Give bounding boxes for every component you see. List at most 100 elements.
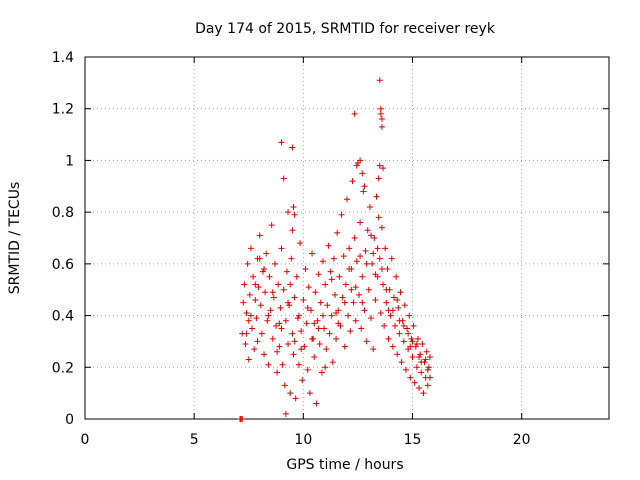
data-point (275, 281, 282, 288)
data-point (269, 289, 276, 296)
data-point (253, 315, 260, 322)
data-point (291, 211, 298, 218)
data-point (256, 255, 263, 262)
data-point (276, 320, 283, 327)
data-point (361, 307, 368, 314)
data-point (326, 330, 333, 337)
data-point (274, 369, 281, 376)
data-point (416, 384, 423, 391)
data-point (341, 299, 348, 306)
data-point (306, 390, 313, 397)
data-point (375, 214, 382, 221)
data-point (290, 203, 297, 210)
data-point (271, 260, 278, 267)
data-point (346, 245, 353, 252)
y-tick-label: 1.2 (52, 102, 74, 118)
x-tick-label: 20 (513, 432, 531, 448)
data-point (382, 245, 389, 252)
data-point (423, 348, 430, 355)
data-point (378, 123, 385, 130)
data-point (333, 335, 340, 342)
data-point (283, 268, 290, 275)
data-point (262, 289, 269, 296)
data-point (398, 359, 405, 366)
data-point (353, 258, 360, 265)
data-point (329, 359, 336, 366)
data-point (365, 286, 372, 293)
data-point (286, 302, 293, 309)
data-point (342, 281, 349, 288)
data-point (309, 250, 316, 257)
data-point (241, 281, 248, 288)
data-point (385, 335, 392, 342)
data-point (240, 299, 247, 306)
data-point (298, 346, 305, 353)
data-point (408, 335, 415, 342)
data-point (348, 286, 355, 293)
data-point (353, 162, 360, 169)
y-tick-label: 0.2 (52, 360, 74, 376)
data-point (372, 297, 379, 304)
data-point (363, 260, 370, 267)
data-point (278, 245, 285, 252)
data-point (424, 382, 431, 389)
y-tick-label: 0.6 (52, 257, 74, 273)
data-point (359, 299, 366, 306)
data-point (249, 325, 256, 332)
data-point (302, 266, 309, 273)
tick-labels: 0 5 10 15 20 0 0.2 0.4 0.6 0.8 1 1.2 1.4 (52, 50, 531, 448)
data-point (412, 343, 419, 350)
data-point (402, 366, 409, 373)
data-point (425, 364, 432, 371)
data-point (400, 338, 407, 345)
data-point (417, 351, 424, 358)
data-point (369, 260, 376, 267)
data-point (267, 307, 274, 314)
data-point (319, 258, 326, 265)
data-point (378, 224, 385, 231)
data-point (358, 325, 365, 332)
plot-frame (84, 56, 610, 420)
data-point (245, 356, 252, 363)
data-point (258, 330, 265, 337)
data-point (261, 351, 268, 358)
data-point (390, 294, 397, 301)
data-point (375, 175, 382, 182)
data-point (416, 353, 423, 360)
data-point (336, 273, 343, 280)
data-point (411, 379, 418, 386)
data-point (285, 209, 292, 216)
data-point (268, 222, 275, 229)
data-point (330, 255, 337, 262)
data-point (378, 266, 385, 273)
data-point (356, 291, 363, 298)
data-point (420, 390, 427, 397)
grid-lines (85, 57, 609, 419)
data-point (316, 341, 323, 348)
axis-ticks (84, 56, 609, 420)
data-point (368, 232, 375, 239)
data-point (363, 338, 370, 345)
data-point (245, 317, 252, 324)
data-point (366, 203, 373, 210)
data-point (300, 297, 307, 304)
data-point (344, 196, 350, 203)
data-point (266, 273, 273, 280)
y-tick-label: 1 (65, 153, 74, 169)
data-point (278, 325, 285, 332)
data-point (247, 312, 254, 319)
data-point (387, 312, 394, 319)
data-point (383, 286, 390, 293)
data-point (422, 356, 429, 363)
data-point (409, 338, 416, 345)
data-point (265, 361, 272, 368)
data-point (338, 211, 345, 218)
data-point (309, 335, 316, 342)
data-point (357, 253, 364, 260)
data-point (265, 312, 272, 319)
data-point (418, 359, 425, 366)
data-point (378, 116, 385, 123)
data-point (377, 105, 384, 112)
data-point (304, 366, 311, 373)
data-point (311, 353, 318, 360)
